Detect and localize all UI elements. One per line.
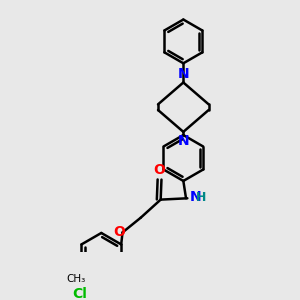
Text: N: N xyxy=(178,67,189,81)
Text: N: N xyxy=(178,134,189,148)
Text: Cl: Cl xyxy=(73,287,88,300)
Text: O: O xyxy=(113,225,125,239)
Text: CH₃: CH₃ xyxy=(66,274,85,284)
Text: H: H xyxy=(196,191,206,204)
Text: O: O xyxy=(153,163,165,177)
Text: N: N xyxy=(190,190,201,205)
